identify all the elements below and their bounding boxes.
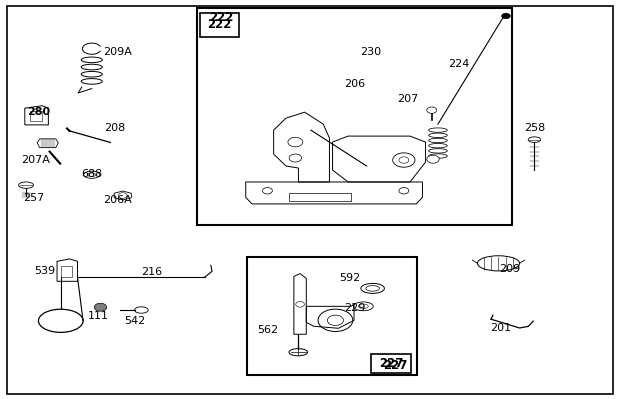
- Circle shape: [289, 154, 301, 162]
- Circle shape: [399, 188, 409, 194]
- Text: 207: 207: [397, 94, 419, 104]
- Circle shape: [288, 137, 303, 147]
- Text: 206: 206: [344, 79, 365, 89]
- Circle shape: [399, 157, 409, 163]
- Text: 688: 688: [81, 168, 102, 179]
- Text: 222: 222: [210, 11, 234, 24]
- Text: 562: 562: [257, 325, 278, 335]
- Circle shape: [118, 193, 127, 198]
- Text: 229: 229: [344, 303, 365, 313]
- Circle shape: [502, 13, 510, 19]
- Circle shape: [427, 155, 439, 163]
- Text: 227: 227: [379, 357, 404, 370]
- Text: 230: 230: [360, 47, 381, 57]
- Text: 227: 227: [383, 359, 408, 372]
- Text: 222: 222: [207, 18, 232, 31]
- Circle shape: [262, 188, 272, 194]
- Bar: [197, 8, 512, 225]
- Text: 258: 258: [524, 122, 545, 133]
- Circle shape: [427, 107, 436, 113]
- Text: 206A: 206A: [104, 195, 132, 205]
- Bar: [200, 13, 239, 37]
- Text: 542: 542: [125, 316, 146, 326]
- Ellipse shape: [358, 304, 368, 308]
- Text: 207A: 207A: [22, 154, 50, 165]
- Circle shape: [392, 153, 415, 167]
- Circle shape: [327, 315, 343, 326]
- Text: 592: 592: [340, 273, 361, 283]
- Text: eReplacementParts.com: eReplacementParts.com: [225, 186, 395, 201]
- Ellipse shape: [88, 173, 95, 176]
- Bar: [247, 257, 417, 375]
- Ellipse shape: [366, 286, 379, 291]
- Circle shape: [296, 302, 304, 307]
- Bar: [61, 266, 72, 277]
- Text: 539: 539: [34, 266, 55, 277]
- Text: 111: 111: [87, 311, 108, 321]
- Text: 209A: 209A: [104, 47, 132, 57]
- Text: 208: 208: [104, 122, 125, 133]
- Text: 216: 216: [141, 267, 162, 277]
- Bar: [371, 354, 411, 373]
- Text: 280: 280: [27, 107, 50, 117]
- Text: 224: 224: [448, 59, 469, 69]
- Bar: [30, 111, 42, 121]
- Bar: [289, 193, 351, 201]
- Text: 257: 257: [24, 192, 45, 203]
- Text: 201: 201: [490, 323, 511, 333]
- Circle shape: [94, 303, 107, 311]
- Text: 209: 209: [499, 264, 520, 275]
